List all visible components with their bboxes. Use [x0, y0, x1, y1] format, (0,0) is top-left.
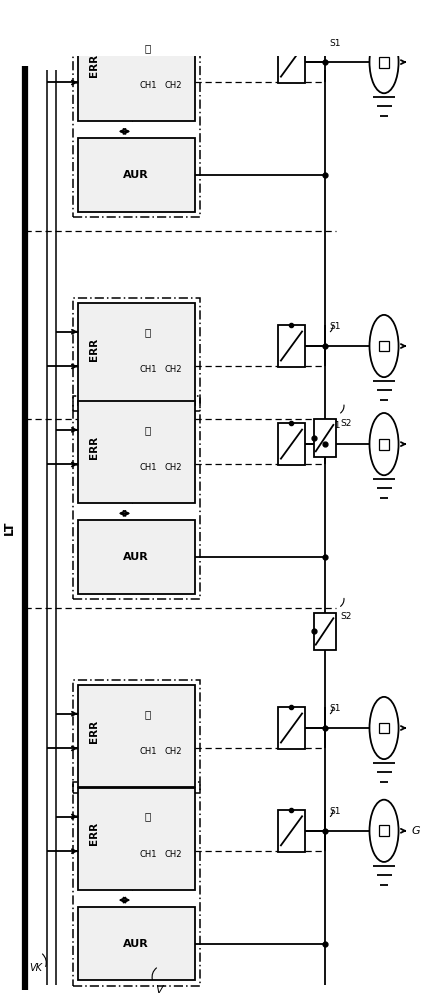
- Text: CH1: CH1: [139, 850, 156, 859]
- Text: ERR: ERR: [89, 54, 99, 77]
- Bar: [379, 825, 389, 836]
- Circle shape: [370, 315, 399, 377]
- Text: LT: LT: [3, 520, 16, 535]
- Circle shape: [370, 31, 399, 93]
- Bar: [379, 341, 389, 351]
- Text: CH1: CH1: [139, 747, 156, 756]
- Bar: [278, 707, 305, 749]
- Text: S2: S2: [341, 419, 352, 428]
- Text: 或: 或: [145, 812, 151, 822]
- Bar: [72, 680, 200, 793]
- Circle shape: [370, 697, 399, 759]
- Text: S1: S1: [330, 807, 341, 816]
- Bar: [72, 782, 200, 986]
- Bar: [278, 325, 305, 367]
- Text: AUR: AUR: [123, 170, 149, 180]
- Bar: [379, 723, 389, 733]
- Bar: [78, 19, 194, 121]
- Text: AUR: AUR: [123, 939, 149, 949]
- Text: CH1: CH1: [139, 365, 156, 374]
- Bar: [78, 138, 194, 212]
- Text: ERR: ERR: [89, 822, 99, 845]
- Bar: [278, 423, 305, 465]
- Text: CH2: CH2: [165, 81, 182, 90]
- Text: ERR: ERR: [89, 338, 99, 361]
- Text: CH2: CH2: [165, 747, 182, 756]
- Bar: [379, 57, 389, 68]
- Text: 或: 或: [145, 43, 151, 53]
- Bar: [78, 685, 194, 787]
- Text: S2: S2: [341, 612, 352, 621]
- Bar: [78, 907, 194, 980]
- Bar: [72, 14, 200, 217]
- Bar: [78, 788, 194, 890]
- Text: G: G: [412, 826, 420, 836]
- Bar: [313, 419, 335, 457]
- Text: CH1: CH1: [139, 463, 156, 472]
- Bar: [313, 613, 335, 650]
- Bar: [278, 810, 305, 852]
- Text: V: V: [155, 985, 163, 995]
- Text: VK: VK: [30, 963, 42, 973]
- Bar: [78, 401, 194, 503]
- Bar: [379, 439, 389, 450]
- Bar: [78, 303, 194, 405]
- Text: ERR: ERR: [89, 720, 99, 743]
- Text: S1: S1: [330, 39, 341, 48]
- Text: AUR: AUR: [123, 552, 149, 562]
- Text: S1: S1: [330, 421, 341, 430]
- Text: ERR: ERR: [89, 436, 99, 459]
- Text: CH2: CH2: [165, 463, 182, 472]
- Bar: [78, 520, 194, 594]
- Text: S1: S1: [330, 322, 341, 331]
- Text: 或: 或: [145, 327, 151, 337]
- Bar: [72, 298, 200, 411]
- Text: 或: 或: [145, 425, 151, 435]
- Text: S1: S1: [330, 704, 341, 713]
- Text: CH1: CH1: [139, 81, 156, 90]
- Circle shape: [370, 413, 399, 475]
- Bar: [278, 41, 305, 83]
- Text: CH2: CH2: [165, 850, 182, 859]
- Text: 或: 或: [145, 709, 151, 719]
- Text: CH2: CH2: [165, 365, 182, 374]
- Bar: [72, 396, 200, 599]
- Circle shape: [370, 800, 399, 862]
